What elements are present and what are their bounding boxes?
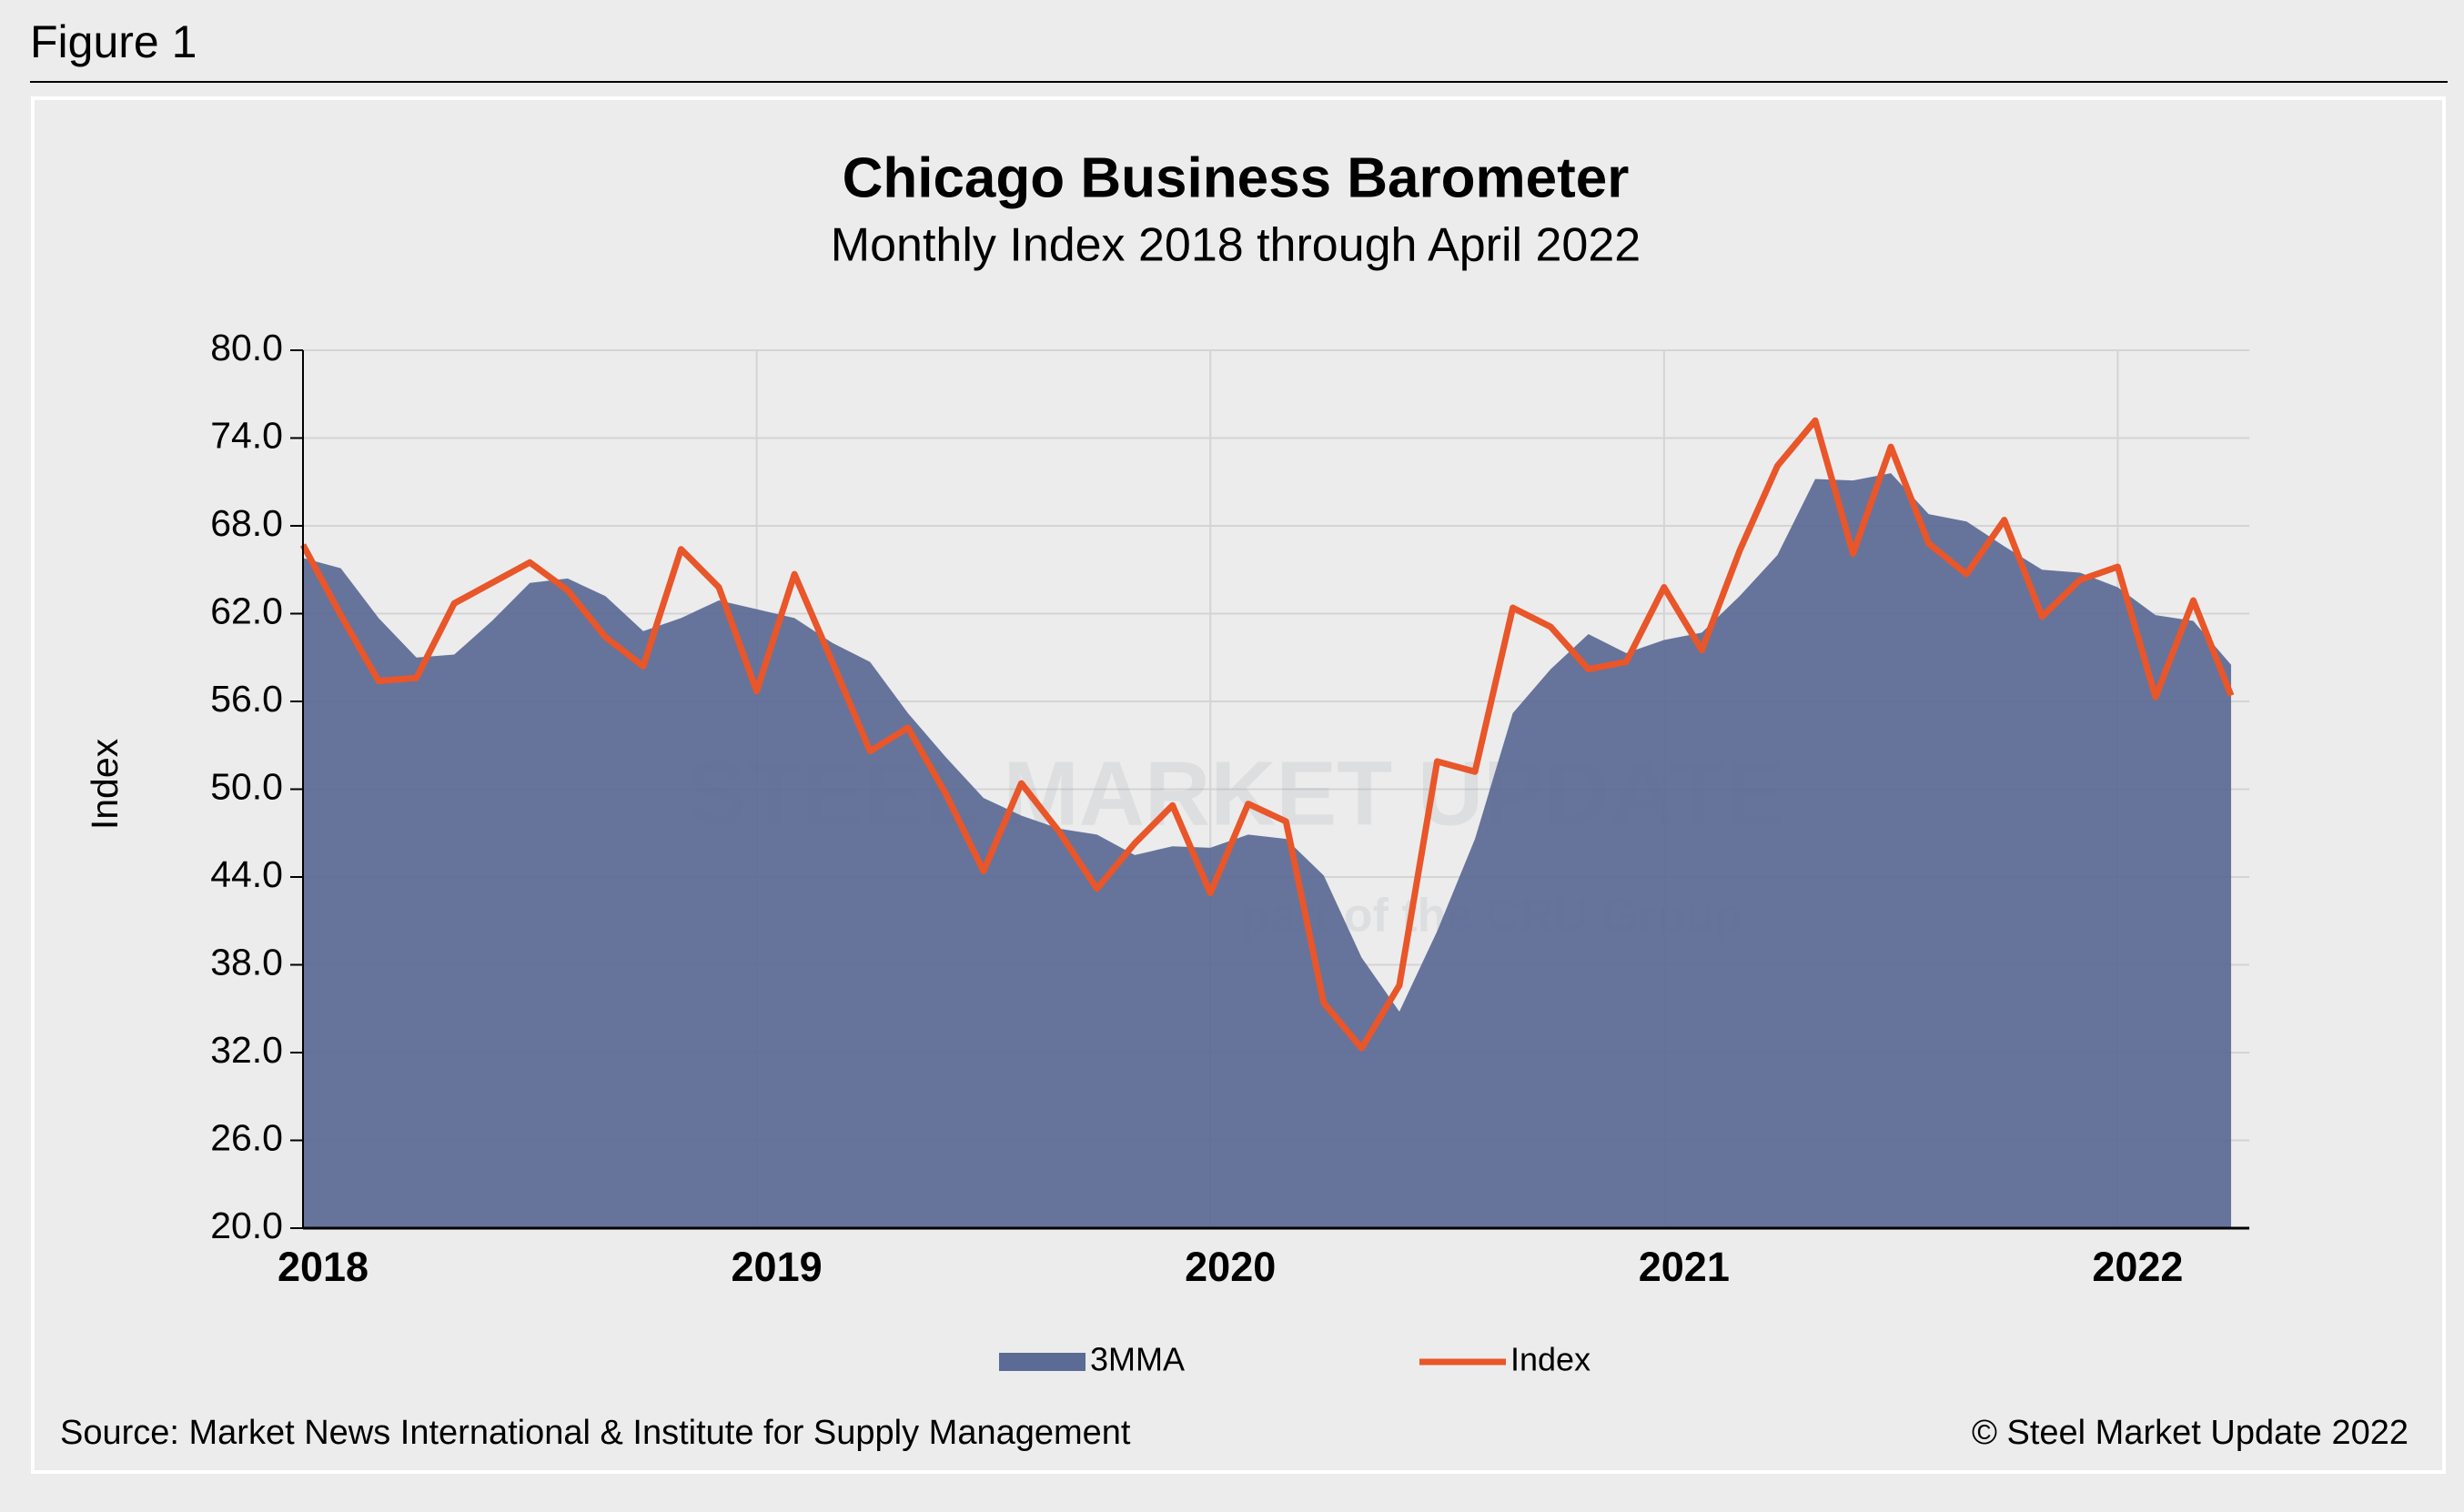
x-tick-label: 2022 (2092, 1244, 2183, 1290)
y-axis-label: Index (84, 738, 126, 830)
area (303, 473, 2232, 1228)
y-tick-label: 26.0 (210, 1116, 283, 1158)
chart-title: Chicago Business Barometer (843, 146, 1630, 209)
y-tick-label: 74.0 (210, 414, 283, 456)
x-tick-label: 2021 (1639, 1244, 1730, 1290)
x-tick-label: 2020 (1185, 1244, 1276, 1290)
y-tick-label: 44.0 (210, 853, 283, 895)
y-tick-label: 62.0 (210, 590, 283, 631)
y-tick-label: 38.0 (210, 941, 283, 983)
source: Source: Market News International & Inst… (60, 1414, 1131, 1452)
legend-swatch (999, 1353, 1086, 1371)
y-tick-label: 32.0 (210, 1029, 283, 1071)
y-tick-label: 56.0 (210, 678, 283, 720)
legend-label: 3MMA (1090, 1341, 1185, 1378)
x-tick-label: 2019 (732, 1244, 823, 1290)
y-tick-label: 50.0 (210, 765, 283, 807)
y-tick-label: 80.0 (210, 327, 283, 368)
x-tick-label: 2018 (278, 1244, 369, 1290)
legend-label: Index (1510, 1341, 1590, 1378)
y-tick-label: 68.0 (210, 502, 283, 544)
y-tick-label: 20.0 (210, 1205, 283, 1246)
line (299, 417, 2235, 1052)
figure-label: Figure 1 (30, 16, 197, 67)
copyright: © Steel Market Update 2022 (1972, 1414, 2408, 1452)
chart-subtitle: Monthly Index 2018 through April 2022 (831, 219, 1641, 272)
